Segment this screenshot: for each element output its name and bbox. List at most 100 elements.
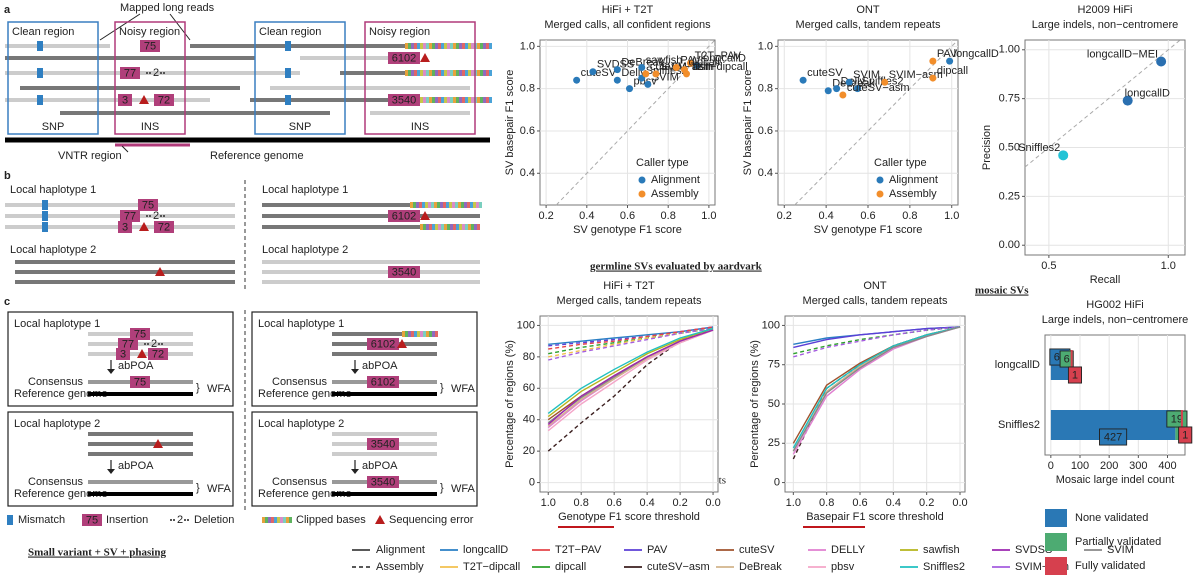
sequencing-error (137, 349, 147, 358)
region-box (364, 21, 476, 135)
clipped-base (452, 202, 455, 208)
y-tick-label: 0.00 (999, 239, 1020, 251)
point (573, 76, 581, 84)
legend-label: dipcall (555, 561, 586, 573)
clipped-base (467, 202, 470, 208)
clipped-base (420, 224, 423, 230)
deletion-size: 2 (153, 67, 159, 79)
label: Consensus (28, 376, 84, 388)
y-tick-label: 0.4 (520, 167, 535, 179)
chart-subtitle: Large indels, non−centromere (1042, 314, 1188, 326)
clipped-base (447, 224, 450, 230)
clipped-base (402, 331, 405, 337)
clipped-base (435, 43, 438, 49)
y-axis-label: SV basepair F1 score (742, 70, 754, 176)
label: Reference genome (258, 388, 352, 400)
clipped-base (426, 97, 429, 103)
clipped-base (444, 43, 447, 49)
insertion-size: 6102 (392, 210, 416, 222)
clipped-base (434, 202, 437, 208)
y-tick-label: 100 (517, 319, 535, 331)
legend-key (1045, 533, 1067, 551)
clipped-base (453, 70, 456, 76)
y-tick-label: 1.00 (999, 44, 1020, 56)
clipped-base (465, 70, 468, 76)
legend-key (876, 190, 884, 198)
clipped-base (468, 43, 471, 49)
legend-label: pbsv (831, 561, 855, 573)
bar-label: 19 (1171, 413, 1183, 425)
x-tick-label: 0.2 (538, 210, 553, 222)
variant-label: INS (411, 121, 429, 133)
label: WFA (451, 383, 475, 395)
x-axis-label: Mosaic large indel count (1056, 474, 1175, 486)
clipped-base (422, 202, 425, 208)
label: Deletion (194, 514, 234, 526)
clipped-base (432, 331, 435, 337)
label: Local haplotype 1 (258, 318, 344, 330)
clipped-base (408, 43, 411, 49)
bar (1180, 410, 1183, 440)
clipped-base (477, 43, 480, 49)
y-tick-label: Sniffles2 (998, 419, 1040, 431)
insertion-size: 75 (134, 376, 146, 388)
point-label: Sniffles2 (1018, 142, 1060, 154)
point-label: DeBreak (832, 78, 875, 90)
x-tick-label: 0.4 (818, 210, 833, 222)
bar-label: 1 (1072, 369, 1078, 381)
sequencing-error (139, 95, 149, 104)
insertion (118, 221, 132, 233)
point (642, 70, 650, 78)
clipped-base (426, 331, 429, 337)
clipped-base (410, 202, 413, 208)
clipped-base (489, 70, 492, 76)
clipped-base (453, 43, 456, 49)
clipped-base (459, 70, 462, 76)
point-label: cuteSV (581, 67, 617, 79)
point (946, 57, 954, 65)
y-tick-label: 0.6 (758, 125, 773, 137)
clipped-base (441, 97, 444, 103)
insertion-size: 75 (86, 514, 98, 526)
legend-key (638, 176, 646, 184)
point (929, 57, 937, 65)
clipped-base (435, 331, 438, 337)
legend-label: T2T−dipcall (463, 561, 520, 573)
deletion-size: 2 (153, 210, 159, 222)
point (683, 70, 691, 78)
region-label: Clean region (259, 26, 321, 38)
point (833, 85, 841, 93)
label: VNTR region (58, 150, 122, 162)
mismatch (7, 515, 13, 525)
clipped-base (462, 224, 465, 230)
pointer (121, 145, 129, 153)
point-label: cuteSV (807, 67, 843, 79)
point-label: SVIM−asm (889, 69, 943, 81)
insertion (367, 476, 399, 488)
clipped-base (483, 70, 486, 76)
brace: } (440, 382, 444, 394)
point (589, 68, 597, 76)
mismatch (37, 95, 43, 105)
series-line (793, 326, 961, 349)
insertion (148, 348, 168, 360)
mismatch (42, 222, 48, 232)
y-tick-label: 0.25 (999, 190, 1020, 202)
y-tick-label: 0.8 (758, 83, 773, 95)
clipped-base (483, 43, 486, 49)
clipped-base (435, 97, 438, 103)
clipped-base (462, 97, 465, 103)
label: WFA (451, 483, 475, 495)
point (626, 85, 634, 93)
annotation: mosaic SVs (975, 285, 1029, 297)
brace: } (440, 482, 444, 494)
insertion-size: 72 (152, 348, 164, 360)
insertion (388, 52, 420, 64)
clipped-base (423, 43, 426, 49)
legend-label: DeBreak (739, 561, 782, 573)
insertion (120, 210, 140, 222)
point (1058, 150, 1069, 161)
legend-label: SVIM (1107, 544, 1134, 556)
chart-title: ONT (863, 280, 887, 292)
series-line (792, 326, 961, 449)
